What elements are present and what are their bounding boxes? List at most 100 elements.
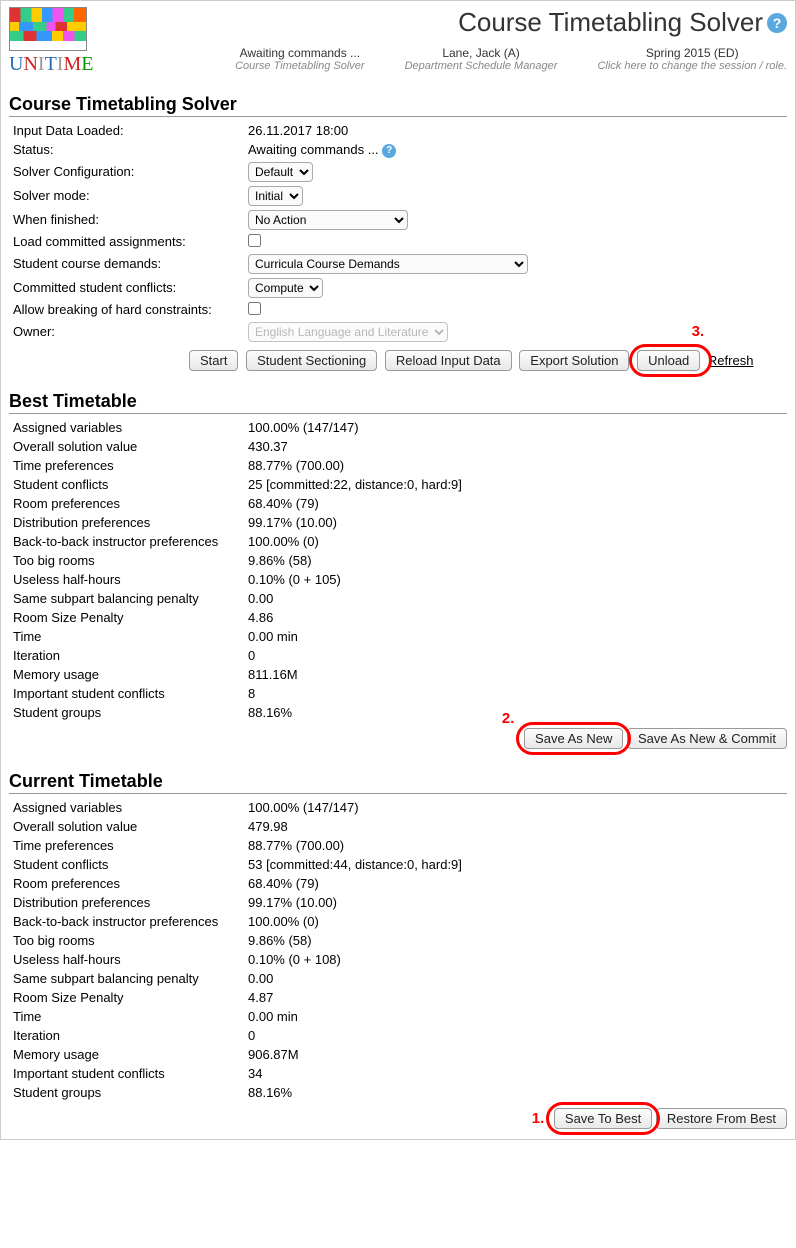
stat-value: 99.17% (10.00) xyxy=(244,893,787,912)
stat-label: Time xyxy=(9,1007,244,1026)
stat-label: Room Size Penalty xyxy=(9,988,244,1007)
best-button-row: 2. Save As New Save As New & Commit xyxy=(9,722,787,753)
table-row: Student groups88.16% xyxy=(9,1083,787,1102)
stat-label: Same subpart balancing penalty xyxy=(9,969,244,988)
stat-value: 4.87 xyxy=(244,988,787,1007)
stat-label: Assigned variables xyxy=(9,418,244,437)
table-row: Distribution preferences99.17% (10.00) xyxy=(9,893,787,912)
stat-label: Iteration xyxy=(9,646,244,665)
header-status: Awaiting commands ... Course Timetabling… xyxy=(235,46,365,72)
table-row: Important student conflicts8 xyxy=(9,684,787,703)
label-finished: When finished: xyxy=(9,208,244,232)
save-as-new-button[interactable]: Save As New xyxy=(524,728,623,749)
table-row: Memory usage906.87M xyxy=(9,1045,787,1064)
stat-label: Overall solution value xyxy=(9,817,244,836)
table-row: Overall solution value479.98 xyxy=(9,817,787,836)
logo-icon xyxy=(9,7,87,51)
stat-label: Time preferences xyxy=(9,456,244,475)
stat-value: 0.10% (0 + 105) xyxy=(244,570,787,589)
stat-label: Student conflicts xyxy=(9,475,244,494)
stat-label: Assigned variables xyxy=(9,798,244,817)
table-row: Back-to-back instructor preferences100.0… xyxy=(9,532,787,551)
table-row: Time preferences88.77% (700.00) xyxy=(9,836,787,855)
annotation-1: 1. xyxy=(532,1110,545,1127)
student-sectioning-button[interactable]: Student Sectioning xyxy=(246,350,377,371)
label-load-committed: Load committed assignments: xyxy=(9,232,244,252)
header-user[interactable]: Lane, Jack (A) Department Schedule Manag… xyxy=(405,46,558,72)
unload-button[interactable]: Unload xyxy=(637,350,700,371)
stat-label: Important student conflicts xyxy=(9,1064,244,1083)
value-status: Awaiting commands ... xyxy=(248,142,379,157)
label-committed-conflicts: Committed student conflicts: xyxy=(9,276,244,300)
stat-value: 4.86 xyxy=(244,608,787,627)
stat-value: 88.16% xyxy=(244,703,787,722)
select-config[interactable]: Default xyxy=(248,162,313,182)
stat-value: 34 xyxy=(244,1064,787,1083)
stat-label: Iteration xyxy=(9,1026,244,1045)
checkbox-load-committed[interactable] xyxy=(248,234,261,247)
table-row: Student conflicts53 [committed:44, dista… xyxy=(9,855,787,874)
table-row: Room preferences68.40% (79) xyxy=(9,874,787,893)
reload-button[interactable]: Reload Input Data xyxy=(385,350,512,371)
stat-value: 0.00 min xyxy=(244,627,787,646)
select-committed-conflicts[interactable]: Compute xyxy=(248,278,323,298)
label-owner: Owner: xyxy=(9,320,244,344)
stat-label: Student groups xyxy=(9,703,244,722)
table-row: Time0.00 min xyxy=(9,1007,787,1026)
start-button[interactable]: Start xyxy=(189,350,238,371)
stat-label: Time preferences xyxy=(9,836,244,855)
save-as-new-commit-button[interactable]: Save As New & Commit xyxy=(627,728,787,749)
table-row: Too big rooms9.86% (58) xyxy=(9,931,787,950)
select-mode[interactable]: Initial xyxy=(248,186,303,206)
export-button[interactable]: Export Solution xyxy=(519,350,629,371)
stat-label: Distribution preferences xyxy=(9,513,244,532)
help-icon[interactable]: ? xyxy=(767,13,787,33)
label-allow-break: Allow breaking of hard constraints: xyxy=(9,300,244,320)
header-session[interactable]: Spring 2015 (ED) Click here to change th… xyxy=(597,46,787,72)
table-row: Iteration0 xyxy=(9,1026,787,1045)
stat-value: 0.00 xyxy=(244,589,787,608)
stat-value: 0.10% (0 + 108) xyxy=(244,950,787,969)
solver-button-row: Start Student Sectioning Reload Input Da… xyxy=(9,344,787,373)
refresh-link[interactable]: Refresh xyxy=(708,353,754,368)
stat-label: Memory usage xyxy=(9,665,244,684)
table-row: Too big rooms9.86% (58) xyxy=(9,551,787,570)
stat-label: Too big rooms xyxy=(9,551,244,570)
best-stats-table: Assigned variables100.00% (147/147)Overa… xyxy=(9,418,787,722)
stat-label: Memory usage xyxy=(9,1045,244,1064)
stat-value: 479.98 xyxy=(244,817,787,836)
status-help-icon[interactable]: ? xyxy=(382,144,396,158)
select-demands[interactable]: Curricula Course Demands xyxy=(248,254,528,274)
stat-label: Too big rooms xyxy=(9,931,244,950)
section-title-best: Best Timetable xyxy=(9,391,787,414)
table-row: Room Size Penalty4.86 xyxy=(9,608,787,627)
checkbox-allow-break[interactable] xyxy=(248,302,261,315)
page-title: Course Timetabling Solver ? xyxy=(93,7,787,38)
table-row: Room preferences68.40% (79) xyxy=(9,494,787,513)
stat-label: Useless half-hours xyxy=(9,570,244,589)
table-row: Important student conflicts34 xyxy=(9,1064,787,1083)
table-row: Distribution preferences99.17% (10.00) xyxy=(9,513,787,532)
current-stats-table: Assigned variables100.00% (147/147)Overa… xyxy=(9,798,787,1102)
label-demands: Student course demands: xyxy=(9,252,244,276)
stat-value: 88.16% xyxy=(244,1083,787,1102)
stat-value: 430.37 xyxy=(244,437,787,456)
stat-value: 811.16M xyxy=(244,665,787,684)
stat-label: Student conflicts xyxy=(9,855,244,874)
stat-value: 0 xyxy=(244,646,787,665)
label-config: Solver Configuration: xyxy=(9,160,244,184)
stat-label: Back-to-back instructor preferences xyxy=(9,912,244,931)
save-to-best-button[interactable]: Save To Best xyxy=(554,1108,652,1129)
label-status: Status: xyxy=(9,140,244,160)
logo-text: UNITIME xyxy=(9,53,93,76)
stat-value: 100.00% (147/147) xyxy=(244,798,787,817)
stat-value: 9.86% (58) xyxy=(244,551,787,570)
stat-value: 0 xyxy=(244,1026,787,1045)
stat-value: 25 [committed:22, distance:0, hard:9] xyxy=(244,475,787,494)
current-button-row: 1. Save To Best Restore From Best xyxy=(9,1102,787,1133)
stat-value: 99.17% (10.00) xyxy=(244,513,787,532)
table-row: Student conflicts25 [committed:22, dista… xyxy=(9,475,787,494)
select-finished[interactable]: No Action xyxy=(248,210,408,230)
restore-from-best-button[interactable]: Restore From Best xyxy=(656,1108,787,1129)
label-mode: Solver mode: xyxy=(9,184,244,208)
